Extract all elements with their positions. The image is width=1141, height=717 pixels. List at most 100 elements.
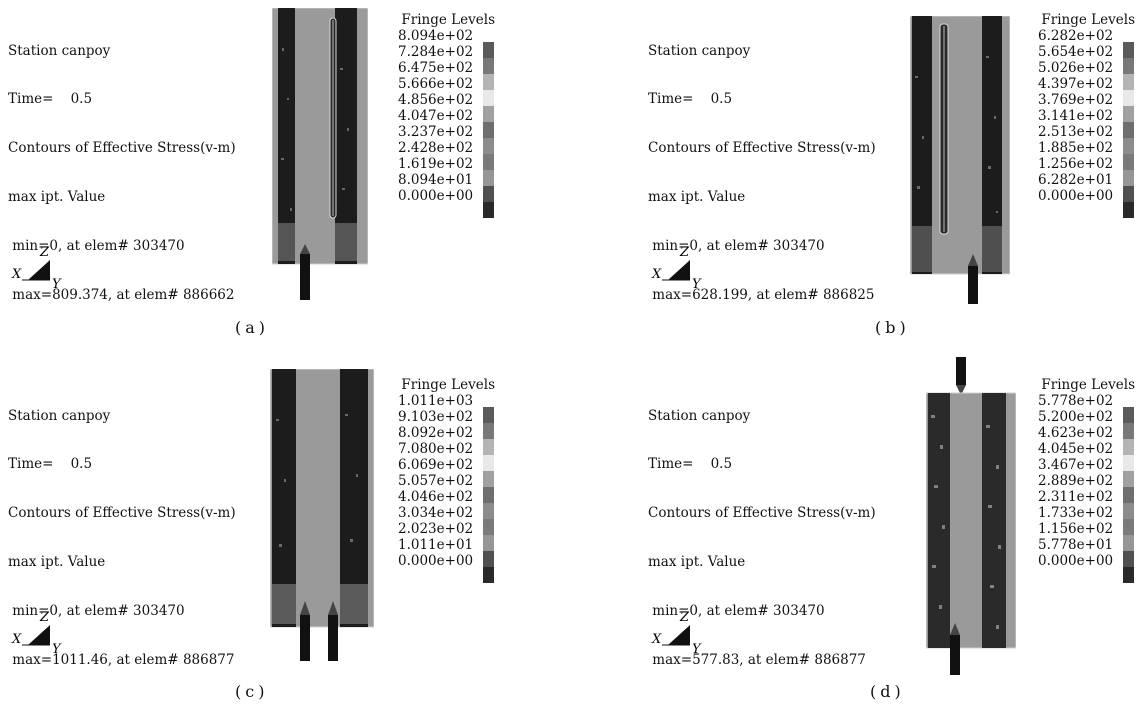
info-line: Contours of Effective Stress(v-m): [648, 505, 876, 521]
axis-y-label: Y: [52, 277, 62, 290]
fringe-value: 4.623e+02: [1038, 425, 1113, 441]
axis-triad: Z X Y: [10, 240, 70, 290]
color-swatch: [1123, 567, 1134, 583]
fringe-values: 5.778e+02 5.200e+02 4.623e+02 4.045e+02 …: [1038, 393, 1113, 569]
color-swatch: [1123, 503, 1134, 519]
axis-y-label: Y: [692, 642, 702, 655]
axis-x-label: X: [651, 632, 662, 647]
info-line: Time= 0.5: [8, 456, 236, 472]
fringe-value: 5.778e+01: [1038, 537, 1113, 553]
info-line: max ipt. Value: [8, 189, 236, 205]
fringe-values: 1.011e+03 9.103e+02 8.092e+02 7.080e+02 …: [398, 393, 473, 569]
color-swatch: [483, 455, 494, 471]
color-swatch: [483, 439, 494, 455]
fringe-value: 3.141e+02: [1038, 108, 1113, 124]
color-swatch: [1123, 154, 1134, 170]
fringe-value: 5.026e+02: [1038, 60, 1113, 76]
color-swatch: [1123, 439, 1134, 455]
info-line: max ipt. Value: [8, 554, 236, 570]
fringe-value: 4.397e+02: [1038, 76, 1113, 92]
fringe-value: 5.200e+02: [1038, 409, 1113, 425]
fringe-value: 1.733e+02: [1038, 505, 1113, 521]
stress-contour-model: [270, 369, 374, 661]
color-swatch: [483, 42, 494, 58]
color-swatch: [483, 471, 494, 487]
info-line: Contours of Effective Stress(v-m): [8, 140, 236, 156]
axis-z-label: Z: [679, 245, 690, 260]
fringe-levels-legend: Fringe Levels 8.094e+02 7.284e+02 6.475e…: [395, 12, 505, 28]
axis-z-label: Z: [39, 245, 50, 260]
fringe-value: 6.282e+01: [1038, 172, 1113, 188]
fringe-value: 1.011e+01: [398, 537, 473, 553]
stress-contour-model: [926, 355, 1016, 675]
color-swatch: [1123, 106, 1134, 122]
info-line: Station canpoy: [8, 43, 236, 59]
fringe-title: Fringe Levels: [395, 377, 495, 393]
color-bar: [483, 407, 494, 583]
axis-y-label: Y: [52, 642, 62, 655]
color-swatch: [483, 407, 494, 423]
fringe-value: 4.045e+02: [1038, 441, 1113, 457]
panel-b: Station canpoy Time= 0.5 Contours of Eff…: [640, 0, 1141, 352]
info-line: Station canpoy: [648, 408, 876, 424]
fringe-value: 0.000e+00: [1038, 188, 1113, 204]
fringe-value: 8.092e+02: [398, 425, 473, 441]
fringe-value: 1.156e+02: [1038, 521, 1113, 537]
color-swatch: [483, 423, 494, 439]
axis-y-label: Y: [692, 277, 702, 290]
fringe-value: 5.654e+02: [1038, 44, 1113, 60]
fringe-value: 5.057e+02: [398, 473, 473, 489]
color-swatch: [1123, 170, 1134, 186]
fringe-value: 2.513e+02: [1038, 124, 1113, 140]
fringe-levels-legend: Fringe Levels 1.011e+03 9.103e+02 8.092e…: [395, 377, 505, 393]
fringe-value: 8.094e+02: [398, 28, 473, 44]
fringe-value: 4.047e+02: [398, 108, 473, 124]
color-bar: [1123, 42, 1134, 218]
axis-triad: Z X Y: [650, 605, 710, 655]
stress-contour-model: [272, 8, 368, 300]
color-swatch: [483, 535, 494, 551]
info-line: Contours of Effective Stress(v-m): [8, 505, 236, 521]
fringe-value: 1.619e+02: [398, 156, 473, 172]
caption-b: (b): [875, 318, 910, 337]
fringe-title: Fringe Levels: [1035, 12, 1135, 28]
axis-x-label: X: [11, 267, 22, 282]
color-swatch: [1123, 519, 1134, 535]
fringe-levels-legend: Fringe Levels 5.778e+02 5.200e+02 4.623e…: [1035, 377, 1141, 393]
color-swatch: [1123, 138, 1134, 154]
fringe-value: 1.256e+02: [1038, 156, 1113, 172]
color-swatch: [1123, 122, 1134, 138]
fringe-value: 2.311e+02: [1038, 489, 1113, 505]
info-line: max ipt. Value: [648, 554, 876, 570]
info-line: Contours of Effective Stress(v-m): [648, 140, 876, 156]
color-swatch: [483, 503, 494, 519]
fringe-value: 0.000e+00: [1038, 553, 1113, 569]
fringe-value: 0.000e+00: [398, 188, 473, 204]
fringe-values: 6.282e+02 5.654e+02 5.026e+02 4.397e+02 …: [1038, 28, 1113, 204]
panel-c: Station canpoy Time= 0.5 Contours of Eff…: [0, 365, 560, 717]
color-swatch: [483, 487, 494, 503]
fringe-title: Fringe Levels: [1035, 377, 1135, 393]
info-line: Station canpoy: [8, 408, 236, 424]
fringe-value: 3.467e+02: [1038, 457, 1113, 473]
axis-z-label: Z: [39, 610, 50, 625]
color-swatch: [1123, 471, 1134, 487]
fringe-value: 3.034e+02: [398, 505, 473, 521]
axis-triad: Z X Y: [10, 605, 70, 655]
fringe-value: 8.094e+01: [398, 172, 473, 188]
color-swatch: [483, 90, 494, 106]
fringe-title: Fringe Levels: [395, 12, 495, 28]
color-bar: [1123, 407, 1134, 583]
fringe-value: 3.769e+02: [1038, 92, 1113, 108]
fringe-value: 7.284e+02: [398, 44, 473, 60]
color-swatch: [1123, 74, 1134, 90]
color-swatch: [483, 74, 494, 90]
info-line: Time= 0.5: [648, 456, 876, 472]
color-swatch: [1123, 186, 1134, 202]
axis-triad: Z X Y: [650, 240, 710, 290]
fringe-value: 9.103e+02: [398, 409, 473, 425]
fringe-value: 2.889e+02: [1038, 473, 1113, 489]
fringe-value: 4.046e+02: [398, 489, 473, 505]
fringe-value: 2.023e+02: [398, 521, 473, 537]
color-swatch: [483, 567, 494, 583]
